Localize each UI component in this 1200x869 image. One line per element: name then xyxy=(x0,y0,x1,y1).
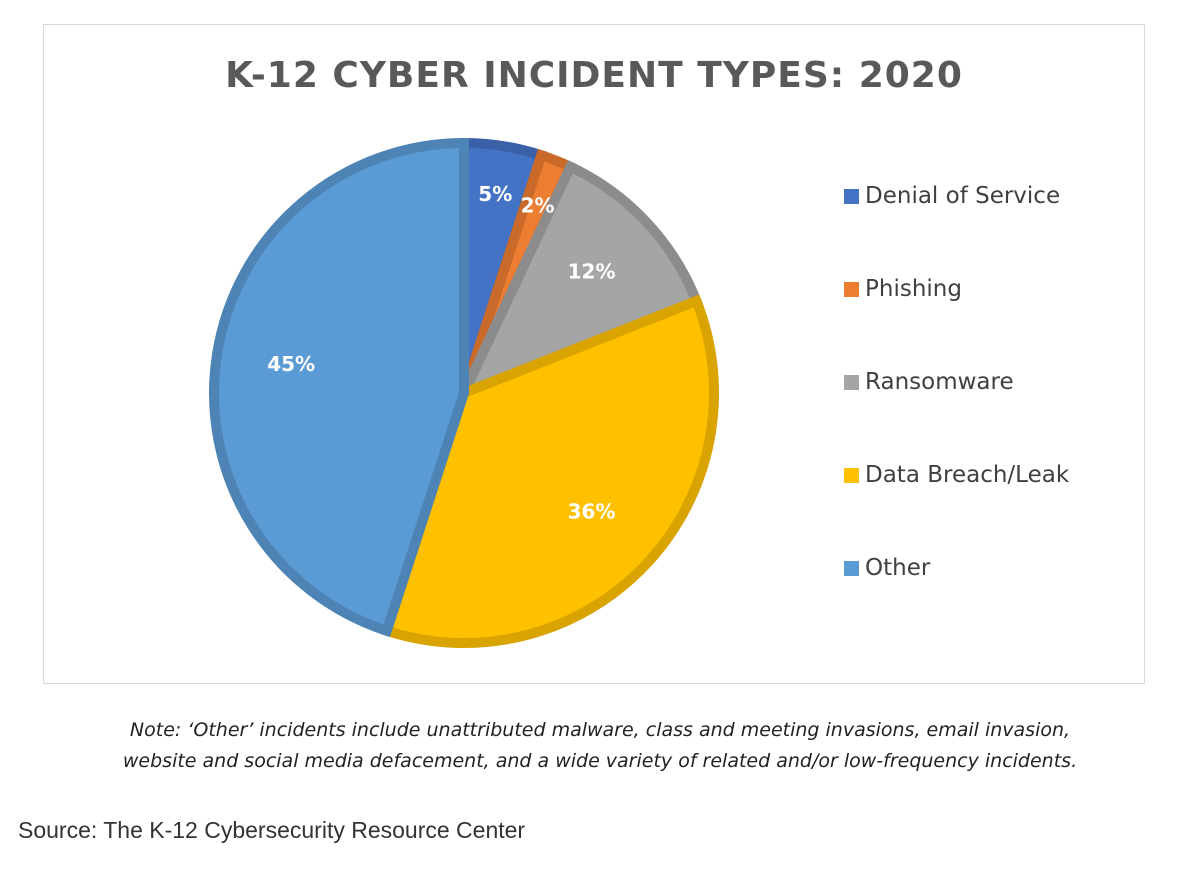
legend-swatch xyxy=(844,374,859,390)
legend-label: Denial of Service xyxy=(865,183,1061,209)
note-line-1: Note: ‘Other’ incidents include unattrib… xyxy=(129,719,1071,741)
legend-item-data-breach-leak: Data Breach/Leak xyxy=(844,462,1069,488)
pie-slice-data-breach-leak xyxy=(380,294,719,648)
legend-label: Other xyxy=(865,555,931,581)
data-label-phishing: 2% xyxy=(521,194,555,218)
source-credit: Source: The K-12 Cybersecurity Resource … xyxy=(18,817,526,843)
legend-item-denial-of-service: Denial of Service xyxy=(844,183,1060,209)
data-label-data-breach-leak: 36% xyxy=(568,499,616,523)
chart-title: K-12 CYBER INCIDENT TYPES: 2020 xyxy=(225,55,963,96)
legend-label: Data Breach/Leak xyxy=(865,462,1070,488)
pie-slice-other xyxy=(209,137,469,638)
legend-item-ransomware: Ransomware xyxy=(844,369,1014,395)
data-label-ransomware: 12% xyxy=(568,260,616,284)
pie-chart: 5% 2% 12% 36% 45% xyxy=(209,137,719,648)
note-line-2: website and social media defacement, and… xyxy=(122,750,1078,772)
legend-label: Ransomware xyxy=(865,369,1014,395)
data-label-other: 45% xyxy=(267,352,315,376)
legend-item-other: Other xyxy=(844,555,930,581)
legend-swatch xyxy=(844,467,859,483)
legend-item-phishing: Phishing xyxy=(844,276,962,302)
legend-swatch xyxy=(844,560,859,576)
legend-label: Phishing xyxy=(865,276,962,302)
legend-swatch xyxy=(844,281,859,297)
data-label-denial-of-service: 5% xyxy=(478,182,512,206)
chart-frame: K-12 CYBER INCIDENT TYPES: 2020 5% 2% 12% 3… xyxy=(43,24,1145,684)
chart-note: Note: ‘Other’ incidents include unattrib… xyxy=(0,715,1200,777)
pie-slice-ransomware xyxy=(454,160,703,403)
legend-swatch xyxy=(844,188,859,204)
